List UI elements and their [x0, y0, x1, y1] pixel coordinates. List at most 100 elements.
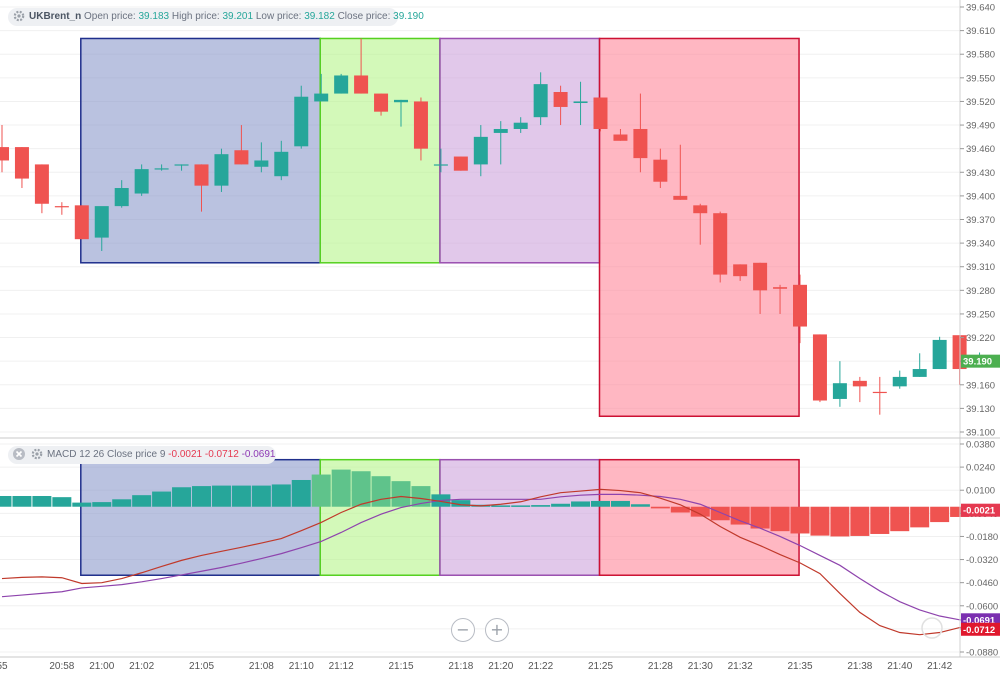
- candle-body: [413, 101, 428, 149]
- macd-histogram-bar: [192, 486, 211, 507]
- time-axis-label: 21:20: [488, 661, 513, 672]
- candle: [254, 142, 269, 173]
- candle: [94, 206, 109, 251]
- last-price-badge-bg: [961, 354, 1000, 368]
- macd-histogram-bar: [910, 506, 930, 528]
- macd-histogram-bar: [690, 506, 710, 517]
- candle: [154, 164, 169, 171]
- candle: [274, 140, 289, 181]
- macd-histogram-bar: [371, 476, 391, 507]
- time-axis-label: 21:25: [588, 661, 613, 672]
- zoom-out-button[interactable]: −: [451, 618, 475, 642]
- close-label: Close price:: [337, 11, 391, 22]
- macd-axis-label: -0.0600: [966, 601, 998, 612]
- macd-histogram-bar: [52, 497, 72, 507]
- price-axis-label: 39.640: [966, 3, 995, 14]
- price-axis-label: 39.580: [966, 50, 995, 61]
- candle-body: [912, 369, 927, 377]
- price-axis-label: 39.610: [966, 26, 995, 37]
- macd-axis-label: -0.0880: [966, 648, 998, 659]
- macd-histogram-bar: [730, 506, 750, 525]
- candle: [753, 262, 768, 314]
- candle: [453, 156, 468, 171]
- candle: [713, 211, 728, 283]
- low-label: Low price:: [255, 11, 302, 22]
- time-axis-label: 21:22: [528, 661, 553, 672]
- high-value: 39.201: [222, 11, 254, 22]
- open-label: Open price:: [84, 11, 136, 22]
- macd-histogram-bar: [770, 506, 790, 532]
- candle: [134, 164, 149, 196]
- price-axis-label: 39.400: [966, 191, 995, 202]
- candle: [194, 164, 209, 212]
- macd-histogram-bar: [72, 502, 92, 507]
- macd-axis-label: -0.0320: [966, 555, 998, 566]
- candle-body: [234, 150, 249, 165]
- time-axis-label: 21:32: [728, 661, 753, 672]
- candle-body: [733, 264, 748, 277]
- macd-histogram-bar: [351, 471, 371, 507]
- candle: [433, 148, 448, 173]
- candle: [334, 73, 349, 94]
- macd-histogram-bar: [411, 486, 431, 507]
- time-axis-label: 21:35: [787, 661, 812, 672]
- macd-histogram-bar: [32, 496, 52, 507]
- macd-histogram-bar: [790, 506, 810, 534]
- candle-body: [254, 160, 269, 167]
- time-axis-label: 21:10: [289, 661, 314, 672]
- macd-histogram-bar: [0, 496, 12, 507]
- macd-line: [1, 488, 980, 636]
- candle: [832, 361, 847, 407]
- candle-body: [673, 195, 688, 200]
- candle: [533, 72, 548, 126]
- time-axis-label: 21:40: [887, 661, 912, 672]
- time-axis-label: 21:15: [388, 661, 413, 672]
- time-axis-label: 21:30: [688, 661, 713, 672]
- candle-body: [14, 147, 29, 179]
- macd-histogram-bar: [710, 506, 730, 521]
- candle: [733, 264, 748, 281]
- candle-body: [334, 75, 349, 94]
- candle: [413, 97, 428, 161]
- candle: [174, 164, 189, 171]
- macd-region-box-1: [80, 458, 321, 576]
- price-axis-label: 39.310: [966, 262, 995, 273]
- candle: [214, 148, 229, 192]
- candle-body: [134, 169, 149, 194]
- price-axis-label: 39.280: [966, 286, 995, 297]
- candle-body: [394, 99, 408, 103]
- macd-histogram-bar: [890, 506, 910, 532]
- candle: [14, 147, 29, 189]
- candle-body: [812, 334, 827, 401]
- candle-body: [753, 262, 768, 291]
- candle: [872, 376, 887, 415]
- time-axis-label: 21:05: [189, 661, 214, 672]
- candle: [54, 202, 69, 215]
- candle: [852, 376, 867, 403]
- macd-signal-value: -0.0691: [241, 449, 276, 460]
- candle-body: [174, 164, 189, 166]
- time-axis-label: 21:18: [448, 661, 473, 672]
- macd-histogram-bar: [571, 501, 591, 507]
- macd-histogram-bar: [610, 500, 630, 507]
- macd-histogram-value: -0.0021: [168, 449, 203, 460]
- candle-body: [54, 206, 69, 208]
- candle: [314, 73, 329, 102]
- candle-body: [832, 383, 847, 399]
- macd-histogram-bar: [251, 485, 271, 507]
- candle-body: [214, 154, 229, 186]
- macd-legend: MACD 12 26 Close price 9 -0.0021 -0.0712…: [8, 446, 276, 464]
- candle: [513, 117, 528, 133]
- gear-icon[interactable]: [12, 9, 26, 23]
- zoom-in-button[interactable]: +: [485, 618, 509, 642]
- gear-icon[interactable]: [30, 447, 44, 461]
- candle-body: [493, 128, 508, 133]
- macd-histogram-bar: [870, 506, 890, 534]
- time-axis-label: 21:42: [927, 661, 952, 672]
- close-icon[interactable]: [12, 447, 26, 461]
- candle: [912, 353, 927, 377]
- candle: [354, 38, 369, 94]
- macd-histogram-bar: [92, 502, 112, 507]
- candle: [693, 203, 708, 245]
